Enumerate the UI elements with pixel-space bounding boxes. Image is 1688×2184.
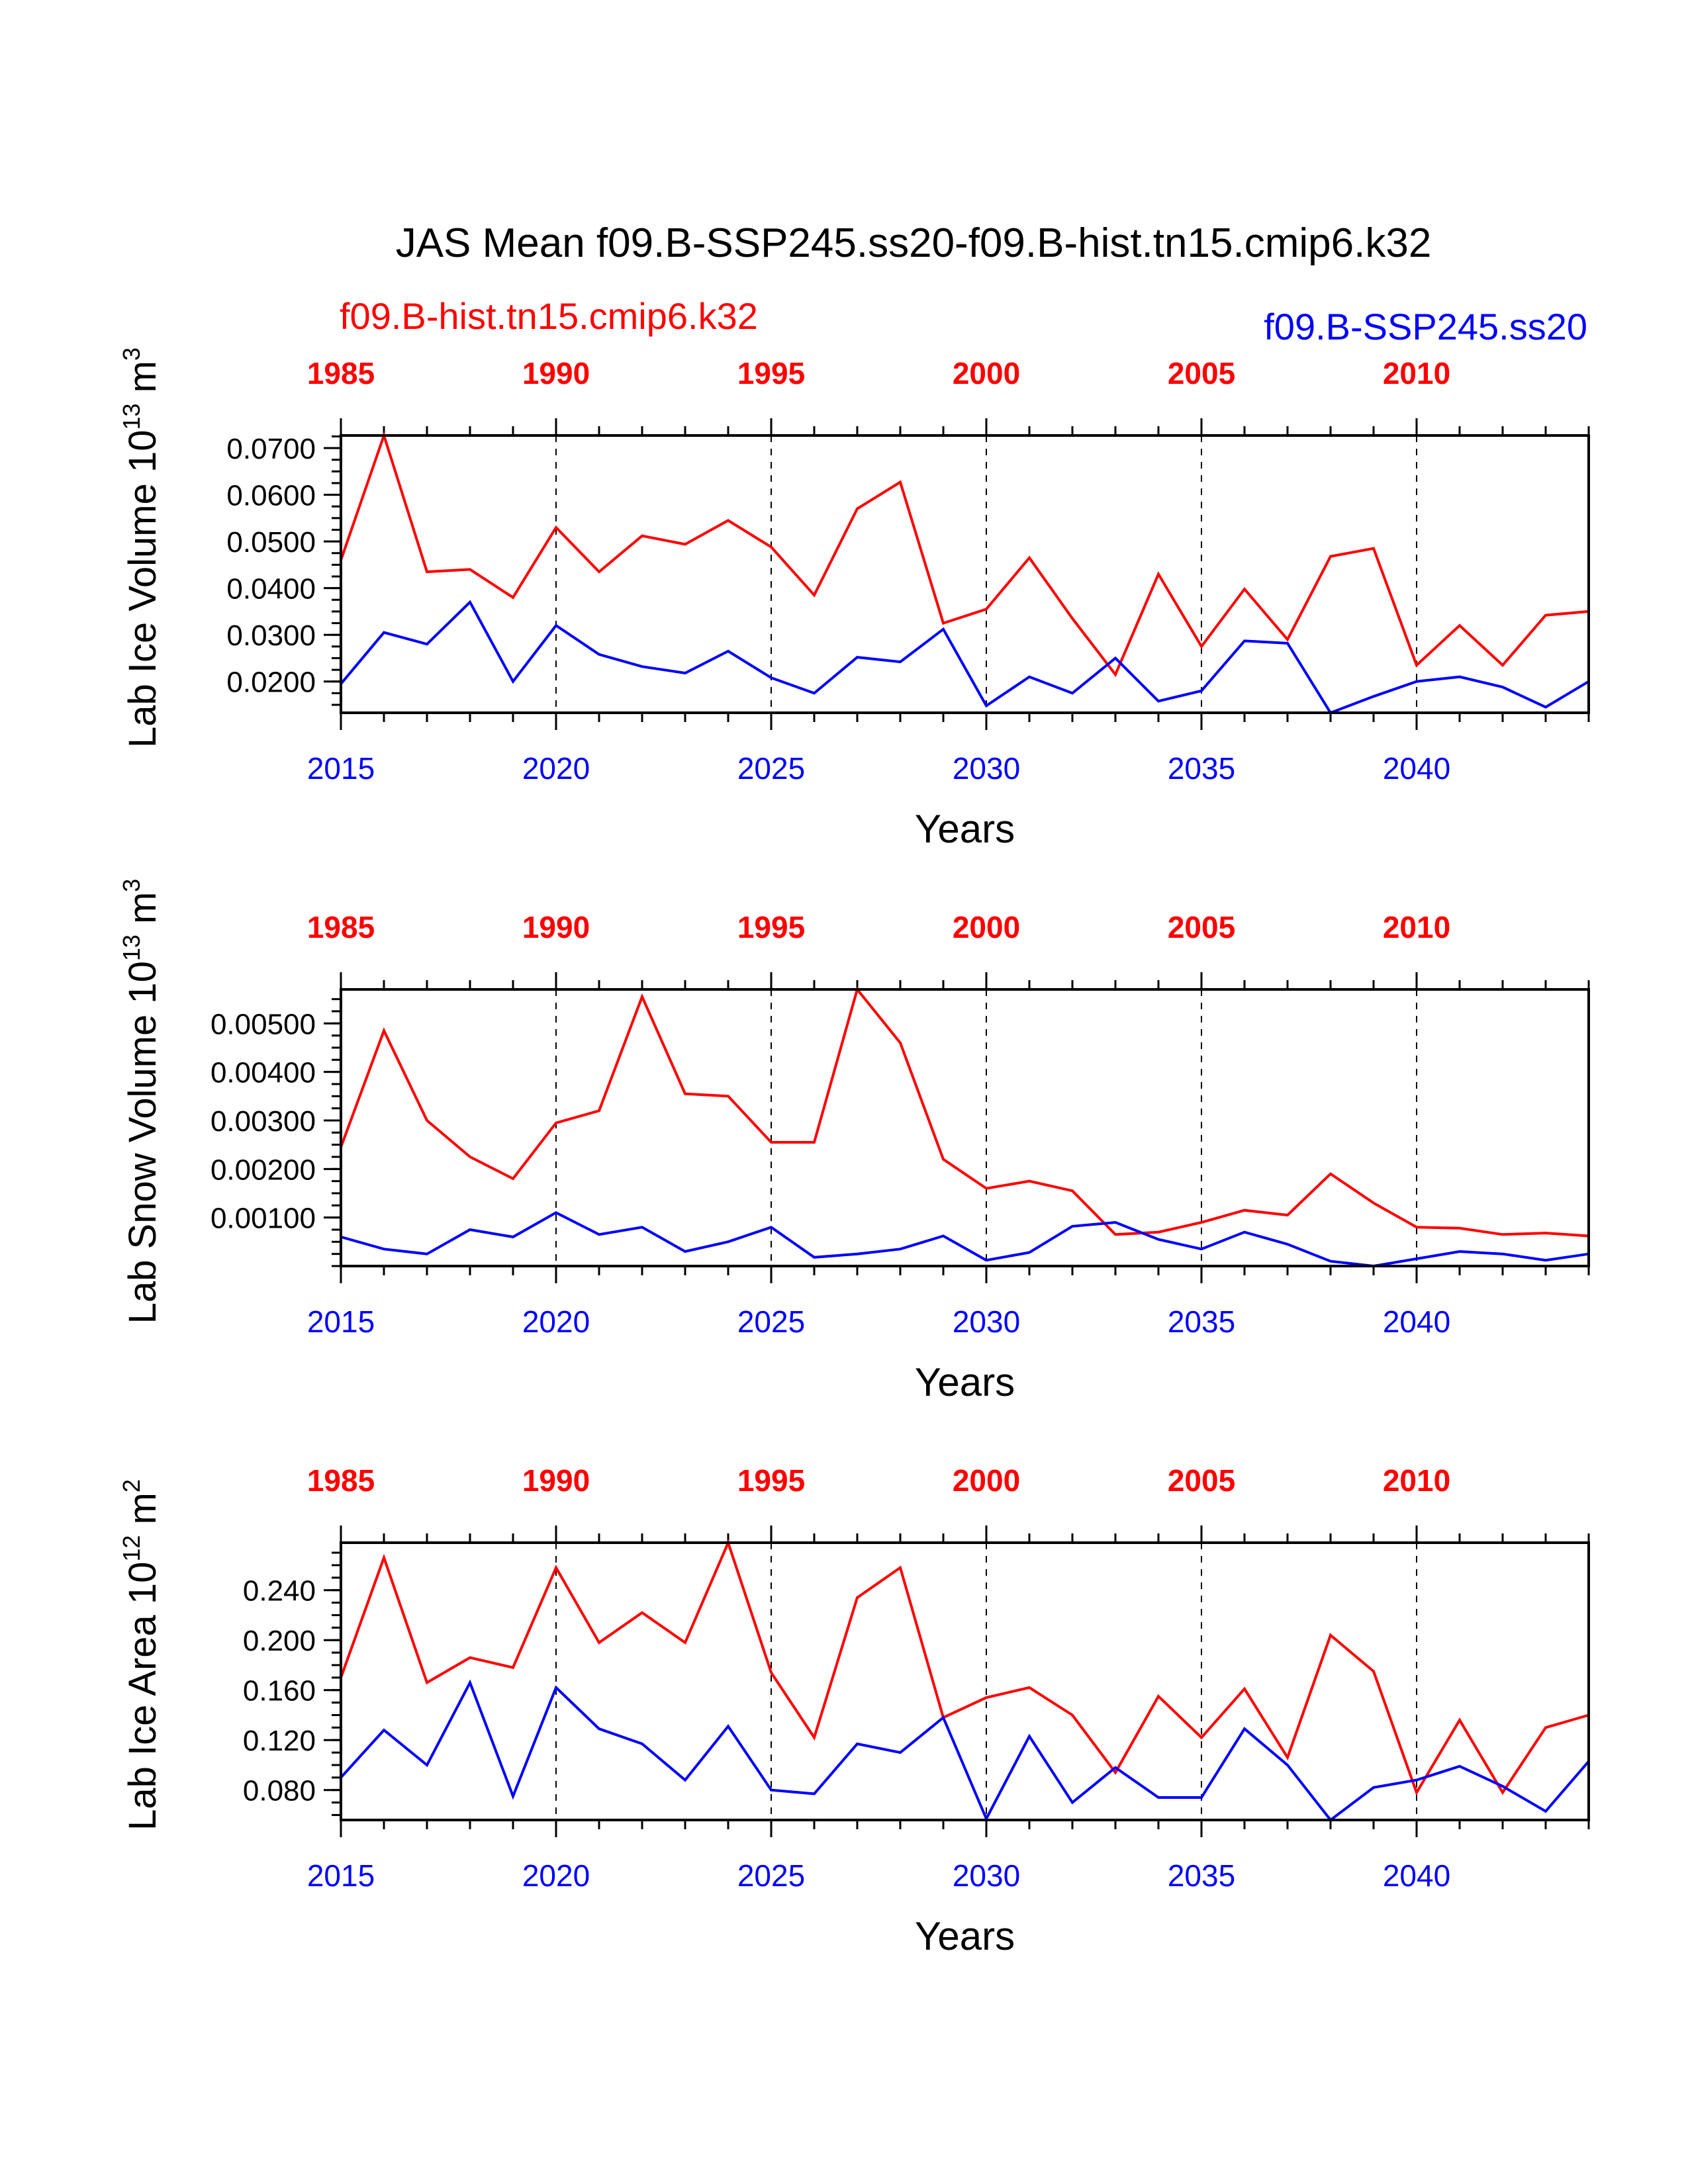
top-tick-label: 2010: [1383, 1463, 1450, 1498]
y-tick-label: 0.00200: [211, 1154, 316, 1186]
x-tick-label: 2020: [522, 1304, 590, 1339]
panel-3: 0.080 0.120 0.160 0.200 0.240 2015 2020 2025 203…: [118, 1463, 1590, 1958]
x-tick-label: 2015: [307, 751, 375, 786]
legend-hist-label: f09.B-hist.tn15.cmip6.k32: [340, 295, 758, 337]
y-tick-label: 0.00500: [211, 1008, 316, 1040]
series-hist-line: [340, 986, 1589, 1238]
y-tick-label: 0.0300: [226, 619, 316, 652]
top-tick-label: 2010: [1383, 356, 1450, 390]
top-tick-label: 2005: [1168, 1463, 1235, 1498]
x-tick-label: 2025: [737, 751, 805, 786]
y-tick-label: 0.0400: [226, 573, 316, 606]
plot-frame: [340, 1541, 1590, 1821]
top-tick-label: 2000: [953, 910, 1020, 944]
y-tick-label: 0.00100: [211, 1203, 316, 1235]
figure-title: JAS Mean f09.B-SSP245.ss20-f09.B-hist.tn…: [396, 220, 1432, 266]
y-axis-title: Lab Ice Area 1012 m2: [118, 1479, 164, 1831]
y-tick-label: 0.160: [243, 1675, 316, 1707]
y-tick-label: 0.240: [243, 1575, 316, 1608]
top-tick-label: 2005: [1168, 910, 1235, 944]
x-tick-label: 2040: [1383, 751, 1450, 786]
series-ssp-line: [340, 600, 1590, 715]
top-tick-label: 1990: [522, 910, 590, 944]
series-hist-line: [340, 1539, 1589, 1796]
panels: 0.0200 0.0300 0.0400 0.0500 0.0600 0.0700 2015…: [118, 347, 1590, 1958]
x-axis-title: Years: [915, 1360, 1015, 1404]
plot-frame: [340, 434, 1590, 714]
top-tick-label: 1990: [522, 1463, 590, 1498]
x-tick-label: 2035: [1168, 751, 1235, 786]
x-tick-label: 2030: [953, 751, 1020, 786]
x-tick-label: 2035: [1168, 1304, 1235, 1339]
panel-1: 0.0200 0.0300 0.0400 0.0500 0.0600 0.0700 2015…: [118, 347, 1590, 851]
top-tick-label: 2010: [1383, 910, 1450, 944]
top-tick-label: 1990: [522, 356, 590, 390]
top-tick-label: 2000: [953, 1463, 1020, 1498]
plot-frame: [340, 988, 1590, 1267]
x-tick-label: 2025: [737, 1858, 805, 1893]
y-tick-label: 0.0200: [226, 666, 316, 699]
y-tick-label: 0.080: [243, 1775, 316, 1807]
y-tick-label: 0.120: [243, 1725, 316, 1757]
y-tick-label: 0.0500: [226, 526, 316, 559]
y-tick-label: 0.0700: [226, 433, 316, 465]
x-axis-title: Years: [915, 807, 1015, 851]
top-tick-label: 1985: [307, 356, 375, 390]
top-tick-label: 1985: [307, 910, 375, 944]
series-hist-line: [340, 431, 1589, 678]
top-tick-label: 1985: [307, 1463, 375, 1498]
top-tick-label: 2005: [1168, 356, 1235, 390]
top-tick-label: 1995: [737, 1463, 805, 1498]
x-tick-label: 2030: [953, 1304, 1020, 1339]
y-tick-label: 0.0600: [226, 480, 316, 512]
series-ssp-line: [340, 1679, 1590, 1822]
y-tick-label: 0.00300: [211, 1105, 316, 1138]
x-tick-label: 2015: [307, 1858, 375, 1893]
top-tick-label: 1995: [737, 356, 805, 390]
legend-ssp-label: f09.B-SSP245.ss20: [1264, 306, 1587, 347]
x-tick-label: 2040: [1383, 1304, 1450, 1339]
x-tick-label: 2040: [1383, 1858, 1450, 1893]
x-tick-label: 2035: [1168, 1858, 1235, 1893]
y-tick-label: 0.00400: [211, 1057, 316, 1089]
y-axis-title: Lab Snow Volume 1013 m3: [118, 879, 164, 1324]
x-axis-title: Years: [915, 1914, 1015, 1958]
x-tick-label: 2015: [307, 1304, 375, 1339]
y-tick-label: 0.200: [243, 1625, 316, 1657]
x-tick-label: 2020: [522, 751, 590, 786]
x-tick-label: 2020: [522, 1858, 590, 1893]
top-tick-label: 1995: [737, 910, 805, 944]
x-tick-label: 2030: [953, 1858, 1020, 1893]
panel-2: 0.00100 0.00200 0.00300 0.00400 0.00500 2015 2…: [118, 879, 1590, 1404]
y-axis-title: Lab Ice Volume 1013 m3: [118, 347, 164, 748]
x-tick-label: 2025: [737, 1304, 805, 1339]
top-tick-label: 2000: [953, 356, 1020, 390]
